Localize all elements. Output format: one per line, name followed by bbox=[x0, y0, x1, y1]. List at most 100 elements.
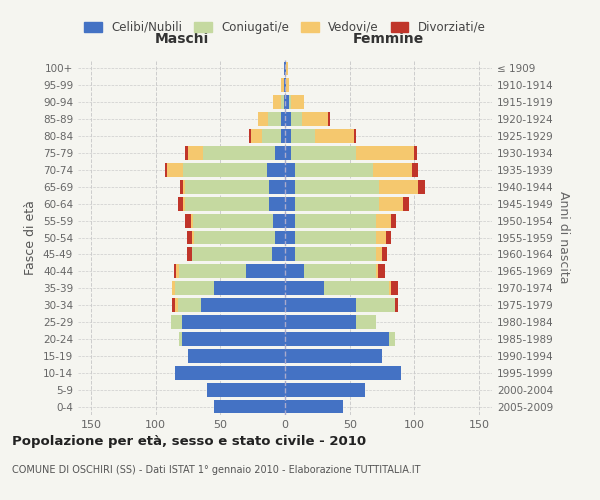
Text: Maschi: Maschi bbox=[154, 32, 209, 46]
Bar bbox=[285, 78, 286, 92]
Bar bbox=[172, 298, 175, 312]
Bar bbox=[183, 180, 185, 194]
Bar bbox=[214, 400, 285, 413]
Bar bbox=[267, 163, 285, 177]
Bar bbox=[214, 282, 285, 295]
Bar bbox=[258, 112, 268, 126]
Bar bbox=[193, 214, 274, 228]
Bar bbox=[194, 230, 275, 244]
Y-axis label: Anni di nascita: Anni di nascita bbox=[557, 191, 570, 284]
Bar bbox=[182, 332, 285, 346]
Bar bbox=[412, 163, 418, 177]
Bar bbox=[286, 62, 287, 76]
Bar bbox=[356, 146, 415, 160]
Bar bbox=[268, 112, 281, 126]
Bar bbox=[295, 163, 373, 177]
Bar bbox=[324, 282, 389, 295]
Bar bbox=[179, 332, 182, 346]
Text: COMUNE DI OSCHIRI (SS) - Dati ISTAT 1° gennaio 2010 - Elaborazione TUTTITALIA.IT: COMUNE DI OSCHIRI (SS) - Dati ISTAT 1° g… bbox=[12, 465, 421, 475]
Bar bbox=[185, 197, 269, 210]
Bar bbox=[285, 349, 382, 363]
Bar bbox=[376, 248, 382, 262]
Bar bbox=[272, 248, 285, 262]
Bar bbox=[295, 197, 379, 210]
Bar bbox=[285, 332, 389, 346]
Bar bbox=[182, 315, 285, 329]
Bar bbox=[178, 197, 183, 210]
Bar bbox=[304, 264, 376, 278]
Bar bbox=[389, 282, 391, 295]
Bar bbox=[246, 264, 285, 278]
Bar bbox=[281, 112, 285, 126]
Bar bbox=[262, 129, 281, 143]
Bar bbox=[295, 214, 376, 228]
Bar bbox=[285, 163, 295, 177]
Bar bbox=[251, 129, 262, 143]
Bar bbox=[281, 78, 284, 92]
Bar bbox=[391, 282, 398, 295]
Bar bbox=[284, 96, 285, 109]
Bar bbox=[284, 78, 285, 92]
Y-axis label: Fasce di età: Fasce di età bbox=[25, 200, 37, 275]
Bar bbox=[188, 349, 285, 363]
Bar bbox=[379, 197, 403, 210]
Bar bbox=[315, 129, 353, 143]
Bar bbox=[178, 298, 201, 312]
Bar bbox=[171, 315, 182, 329]
Bar bbox=[415, 146, 417, 160]
Bar bbox=[185, 214, 191, 228]
Bar bbox=[275, 230, 285, 244]
Bar bbox=[376, 230, 386, 244]
Bar bbox=[285, 129, 292, 143]
Bar bbox=[285, 315, 356, 329]
Bar bbox=[274, 96, 281, 109]
Bar bbox=[269, 180, 285, 194]
Bar bbox=[295, 230, 376, 244]
Bar bbox=[378, 264, 385, 278]
Bar bbox=[174, 264, 176, 278]
Bar bbox=[382, 248, 387, 262]
Bar bbox=[183, 163, 267, 177]
Bar bbox=[285, 146, 292, 160]
Bar bbox=[172, 282, 175, 295]
Bar bbox=[286, 78, 289, 92]
Bar bbox=[389, 332, 395, 346]
Bar bbox=[292, 129, 315, 143]
Bar bbox=[192, 230, 194, 244]
Bar bbox=[164, 163, 167, 177]
Bar bbox=[285, 298, 356, 312]
Bar bbox=[356, 298, 395, 312]
Bar bbox=[274, 214, 285, 228]
Bar bbox=[285, 230, 295, 244]
Bar bbox=[292, 96, 304, 109]
Bar bbox=[192, 248, 272, 262]
Bar bbox=[167, 163, 183, 177]
Bar bbox=[203, 146, 275, 160]
Bar bbox=[418, 180, 425, 194]
Bar bbox=[403, 197, 409, 210]
Bar bbox=[285, 282, 324, 295]
Bar bbox=[285, 400, 343, 413]
Bar bbox=[285, 180, 295, 194]
Bar bbox=[185, 146, 188, 160]
Bar bbox=[187, 248, 192, 262]
Bar bbox=[285, 96, 289, 109]
Bar bbox=[391, 214, 396, 228]
Bar bbox=[285, 264, 304, 278]
Bar bbox=[284, 62, 285, 76]
Bar bbox=[295, 248, 376, 262]
Bar bbox=[281, 129, 285, 143]
Bar bbox=[285, 366, 401, 380]
Bar bbox=[386, 230, 391, 244]
Bar bbox=[379, 180, 418, 194]
Bar bbox=[281, 96, 284, 109]
Bar bbox=[188, 146, 203, 160]
Bar bbox=[180, 180, 183, 194]
Bar bbox=[185, 180, 269, 194]
Bar bbox=[395, 298, 398, 312]
Bar bbox=[356, 315, 376, 329]
Text: Femmine: Femmine bbox=[353, 32, 424, 46]
Bar bbox=[201, 298, 285, 312]
Bar bbox=[285, 112, 292, 126]
Bar bbox=[292, 146, 356, 160]
